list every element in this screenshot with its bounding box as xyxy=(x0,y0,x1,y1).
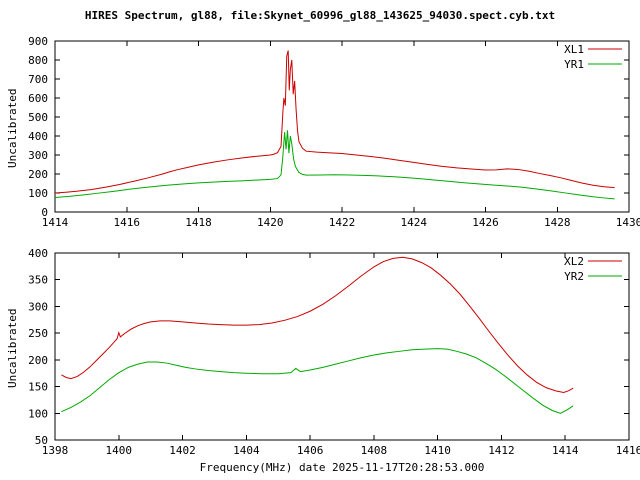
x-tick-label: 1410 xyxy=(424,444,451,457)
y-tick-label: 0 xyxy=(41,206,48,219)
series-line-YR1 xyxy=(54,130,615,200)
plot-border xyxy=(54,40,630,213)
y-tick-label: 150 xyxy=(28,381,48,394)
y-tick-label: 700 xyxy=(28,73,48,86)
x-tick-label: 1414 xyxy=(42,216,69,229)
legend-label-YR1: YR1 xyxy=(564,58,584,71)
y-tick-label: 600 xyxy=(28,92,48,105)
x-tick-label: 1418 xyxy=(185,216,212,229)
spectrum-chart-bottom: 1398 1400 1402 1404 1406 1408 1410 1412 1414 1416… xyxy=(28,247,640,457)
y-tick-label: 400 xyxy=(28,247,48,260)
legend-label-XL2: XL2 xyxy=(564,255,584,268)
y-tick-label: 250 xyxy=(28,327,48,340)
x-axis-label: Frequency(MHz) date 2025-11-17T20:28:53.… xyxy=(199,461,485,474)
x-tick-label: 1422 xyxy=(329,216,356,229)
x-tick-label: 1426 xyxy=(472,216,499,229)
y-tick-label: 200 xyxy=(28,354,48,367)
x-tick-label: 1416 xyxy=(616,444,640,457)
y-tick-label: 200 xyxy=(28,168,48,181)
y-tick-label: 400 xyxy=(28,130,48,143)
series-line-YR2 xyxy=(61,348,574,414)
x-tick-label: 1408 xyxy=(361,444,388,457)
y-tick-label: 100 xyxy=(28,187,48,200)
y-tick-label: 300 xyxy=(28,300,48,313)
y-tick-label: 500 xyxy=(28,111,48,124)
series-line-XL2 xyxy=(61,256,574,393)
plot-title: HIRES Spectrum, gl88, file:Skynet_60996_… xyxy=(84,9,556,22)
x-tick-label: 1398 xyxy=(42,444,69,457)
x-tick-label: 1428 xyxy=(544,216,571,229)
y-tick-label: 50 xyxy=(35,434,48,447)
x-tick-label: 1402 xyxy=(169,444,196,457)
y-tick-label: 900 xyxy=(28,35,48,48)
series-line-XL1 xyxy=(54,50,615,194)
plot-border xyxy=(54,252,630,441)
x-tick-label: 1404 xyxy=(233,444,260,457)
x-tick-label: 1416 xyxy=(114,216,141,229)
x-tick-label: 1412 xyxy=(488,444,515,457)
legend-label-XL1: XL1 xyxy=(564,43,584,56)
x-tick-label: 1420 xyxy=(257,216,284,229)
y-tick-label: 350 xyxy=(28,274,48,287)
y-tick-label: 300 xyxy=(28,149,48,162)
x-tick-label: 1406 xyxy=(297,444,324,457)
y-tick-label: 800 xyxy=(28,54,48,67)
x-tick-label: 1424 xyxy=(401,216,428,229)
spectrum-chart-top: 1414 1416 1418 1420 1422 1424 1426 1428 1430 0 100… xyxy=(28,35,640,229)
y-tick-label: 100 xyxy=(28,407,48,420)
legend-label-YR2: YR2 xyxy=(564,270,584,283)
x-tick-label: 1400 xyxy=(106,444,133,457)
x-tick-label: 1414 xyxy=(552,444,579,457)
x-tick-label: 1430 xyxy=(616,216,640,229)
